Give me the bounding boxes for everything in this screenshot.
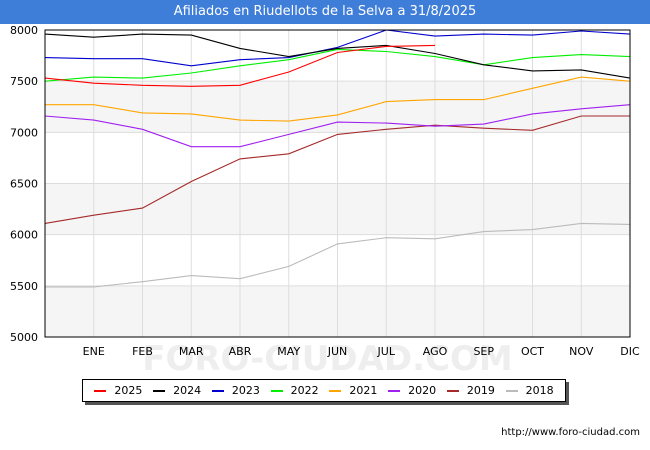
legend-label: 2023	[231, 384, 260, 397]
legend-item-2025: 2025	[94, 384, 142, 397]
watermark-text: FORO-CIUDAD.COM	[142, 339, 513, 379]
x-tick-label: SEP	[473, 345, 494, 358]
y-tick-label: 6000	[10, 229, 38, 242]
x-axis-ticks: ENE FEB MAR ABR MAY JUN JUL AGO SEP OCT NOV DIC	[83, 345, 640, 358]
series-line-2019	[44, 115, 630, 224]
series-line-2024	[44, 33, 631, 79]
legend-swatch	[94, 389, 107, 392]
source-url: http://www.foro-ciudad.com	[501, 427, 640, 438]
axes	[44, 29, 631, 338]
x-tick-label: MAR	[179, 345, 204, 358]
y-tick-label: 5500	[10, 280, 38, 293]
x-tick-label: JUN	[327, 345, 348, 358]
legend-swatch	[388, 389, 401, 392]
legend-swatch	[270, 389, 283, 392]
series-line-2022	[44, 48, 631, 82]
legend-item-2020: 2020	[388, 384, 436, 397]
y-axis-ticks: 5000 5500 6000 6500 7000 7500 8000	[10, 24, 38, 344]
x-tick-label: DIC	[620, 345, 640, 358]
legend: 2025 2024 2023 2022 2021 2020 2019 2018	[82, 379, 566, 402]
legend-swatch	[505, 389, 518, 392]
y-tick-label: 7500	[10, 75, 38, 88]
legend-label: 2024	[173, 384, 202, 397]
legend-swatch	[329, 389, 342, 392]
legend-item-2021: 2021	[329, 384, 377, 397]
series-line-2025	[44, 44, 436, 87]
legend-label: 2025	[114, 384, 143, 397]
legend-item-2018: 2018	[505, 384, 554, 397]
y-tick-label: 8000	[10, 24, 38, 37]
x-tick-label: AGO	[423, 345, 448, 358]
series-line-2020	[44, 104, 631, 148]
legend-item-2023: 2023	[211, 384, 260, 397]
legend-label: 2020	[408, 384, 437, 397]
legend-item-2024: 2024	[153, 384, 201, 397]
x-tick-label: OCT	[521, 345, 544, 358]
x-tick-label: ABR	[229, 345, 252, 358]
x-tick-label: FEB	[132, 345, 153, 358]
legend-label: 2019	[466, 384, 495, 397]
series-line-2018	[45, 222, 631, 288]
y-tick-label: 7000	[10, 126, 38, 139]
legend-label: 2018	[525, 384, 554, 397]
x-tick-label: ENE	[83, 345, 105, 358]
x-tick-label: NOV	[569, 345, 594, 358]
legend-label: 2021	[349, 384, 378, 397]
y-tick-label: 5000	[10, 331, 38, 344]
legend-item-2019: 2019	[446, 384, 495, 397]
x-tick-label: MAY	[277, 345, 300, 358]
series-line-2021	[45, 76, 631, 122]
chart-title: Afiliados en Riudellots de la Selva a 31…	[0, 0, 650, 24]
series-line-2023	[44, 29, 631, 67]
x-tick-label: JUL	[377, 345, 396, 358]
y-tick-label: 6500	[10, 178, 38, 191]
legend-swatch	[446, 389, 459, 392]
legend-swatch	[153, 389, 166, 392]
legend-item-2022: 2022	[270, 384, 319, 397]
plot-frame	[44, 29, 631, 338]
legend-swatch	[211, 389, 224, 392]
legend-label: 2022	[290, 384, 319, 397]
series-lines	[44, 29, 631, 288]
watermark: FORO-CIUDAD.COM	[142, 339, 513, 379]
